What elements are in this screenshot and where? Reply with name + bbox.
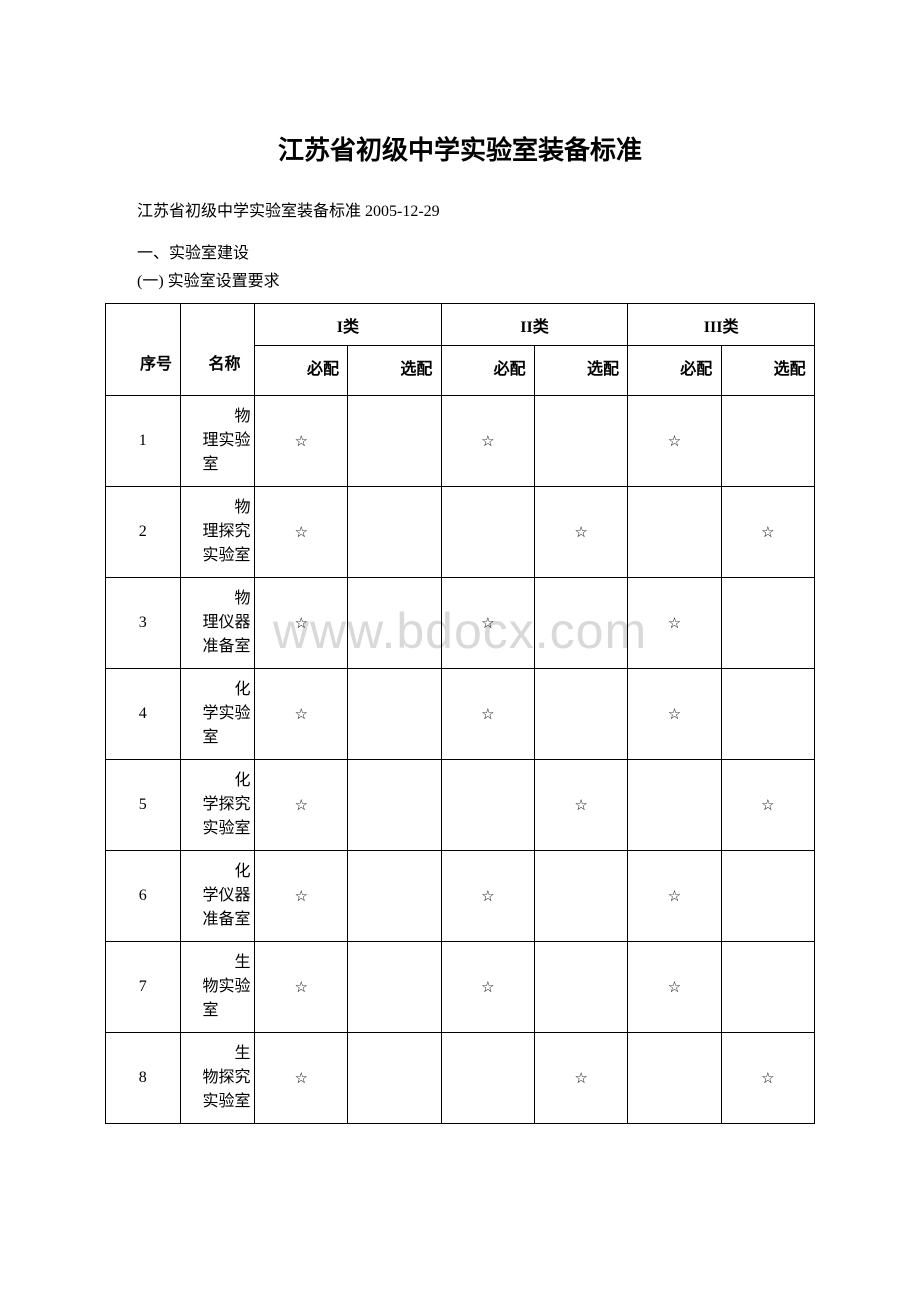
header-required: 必配 bbox=[255, 346, 348, 396]
header-seq: 序号 bbox=[106, 304, 181, 396]
cell-mark: ☆ bbox=[255, 669, 348, 760]
table-row: 1 物理实验室 ☆ ☆ ☆ bbox=[106, 396, 815, 487]
cell-name: 化学实验室 bbox=[180, 669, 255, 760]
cell-mark: ☆ bbox=[255, 396, 348, 487]
cell-mark bbox=[534, 578, 627, 669]
cell-mark bbox=[348, 396, 441, 487]
cell-seq: 8 bbox=[106, 1033, 181, 1124]
requirements-table: 序号 名称 I类 II类 III类 必配 选配 必配 选配 必配 选配 1 物理… bbox=[105, 303, 815, 1124]
cell-mark: ☆ bbox=[255, 942, 348, 1033]
header-category-3: III类 bbox=[628, 304, 815, 346]
cell-mark bbox=[534, 669, 627, 760]
cell-mark bbox=[721, 851, 814, 942]
cell-mark: ☆ bbox=[255, 1033, 348, 1124]
cell-seq: 3 bbox=[106, 578, 181, 669]
cell-mark: ☆ bbox=[628, 942, 721, 1033]
cell-name: 物理实验室 bbox=[180, 396, 255, 487]
cell-mark: ☆ bbox=[628, 578, 721, 669]
cell-mark bbox=[628, 487, 721, 578]
cell-name: 物理探究实验室 bbox=[180, 487, 255, 578]
cell-mark bbox=[348, 578, 441, 669]
cell-name: 生物探究实验室 bbox=[180, 1033, 255, 1124]
table-row: 7 生物实验室 ☆ ☆ ☆ bbox=[106, 942, 815, 1033]
section-heading-1: 一、实验室建设 bbox=[105, 239, 815, 263]
cell-name: 化学仪器准备室 bbox=[180, 851, 255, 942]
cell-seq: 1 bbox=[106, 396, 181, 487]
cell-mark: ☆ bbox=[255, 760, 348, 851]
cell-mark: ☆ bbox=[628, 669, 721, 760]
header-optional: 选配 bbox=[721, 346, 814, 396]
cell-mark: ☆ bbox=[628, 851, 721, 942]
table-row: 4 化学实验室 ☆ ☆ ☆ bbox=[106, 669, 815, 760]
section-heading-2: (一) 实验室设置要求 bbox=[105, 267, 815, 291]
cell-mark: ☆ bbox=[441, 578, 534, 669]
header-name: 名称 bbox=[180, 304, 255, 396]
cell-mark: ☆ bbox=[441, 669, 534, 760]
cell-seq: 2 bbox=[106, 487, 181, 578]
cell-mark: ☆ bbox=[255, 578, 348, 669]
cell-mark: ☆ bbox=[441, 851, 534, 942]
header-category-2: II类 bbox=[441, 304, 628, 346]
cell-mark: ☆ bbox=[721, 487, 814, 578]
table-header-row-1: 序号 名称 I类 II类 III类 bbox=[106, 304, 815, 346]
cell-mark: ☆ bbox=[255, 487, 348, 578]
cell-mark: ☆ bbox=[534, 760, 627, 851]
cell-mark: ☆ bbox=[534, 487, 627, 578]
cell-mark: ☆ bbox=[255, 851, 348, 942]
table-row: 5 化学探究实验室 ☆ ☆ ☆ bbox=[106, 760, 815, 851]
table-row: 3 物理仪器准备室 ☆ ☆ ☆ bbox=[106, 578, 815, 669]
cell-mark: ☆ bbox=[721, 760, 814, 851]
cell-seq: 7 bbox=[106, 942, 181, 1033]
header-optional: 选配 bbox=[534, 346, 627, 396]
cell-name: 物理仪器准备室 bbox=[180, 578, 255, 669]
cell-mark bbox=[441, 487, 534, 578]
cell-mark bbox=[721, 396, 814, 487]
cell-mark bbox=[441, 1033, 534, 1124]
cell-mark bbox=[441, 760, 534, 851]
cell-mark bbox=[534, 851, 627, 942]
header-required: 必配 bbox=[441, 346, 534, 396]
cell-seq: 6 bbox=[106, 851, 181, 942]
cell-mark: ☆ bbox=[441, 396, 534, 487]
cell-mark bbox=[721, 669, 814, 760]
cell-mark bbox=[348, 851, 441, 942]
header-optional: 选配 bbox=[348, 346, 441, 396]
cell-seq: 5 bbox=[106, 760, 181, 851]
cell-mark bbox=[348, 487, 441, 578]
cell-mark: ☆ bbox=[441, 942, 534, 1033]
table-row: 6 化学仪器准备室 ☆ ☆ ☆ bbox=[106, 851, 815, 942]
cell-name: 生物实验室 bbox=[180, 942, 255, 1033]
cell-mark bbox=[348, 1033, 441, 1124]
cell-mark bbox=[721, 578, 814, 669]
cell-mark: ☆ bbox=[721, 1033, 814, 1124]
table-row: 2 物理探究实验室 ☆ ☆ ☆ bbox=[106, 487, 815, 578]
cell-mark bbox=[721, 942, 814, 1033]
cell-mark bbox=[534, 396, 627, 487]
cell-mark bbox=[348, 942, 441, 1033]
table-row: 8 生物探究实验室 ☆ ☆ ☆ bbox=[106, 1033, 815, 1124]
document-title: 江苏省初级中学实验室装备标准 bbox=[105, 130, 815, 167]
cell-mark bbox=[628, 760, 721, 851]
cell-mark bbox=[348, 669, 441, 760]
header-required: 必配 bbox=[628, 346, 721, 396]
cell-mark bbox=[534, 942, 627, 1033]
cell-name: 化学探究实验室 bbox=[180, 760, 255, 851]
table-body: 1 物理实验室 ☆ ☆ ☆ 2 物理探究实验室 ☆ ☆ ☆ 3 bbox=[106, 396, 815, 1124]
cell-mark bbox=[628, 1033, 721, 1124]
cell-mark: ☆ bbox=[534, 1033, 627, 1124]
cell-mark bbox=[348, 760, 441, 851]
document-subtitle: 江苏省初级中学实验室装备标准 2005-12-29 bbox=[105, 197, 815, 221]
cell-seq: 4 bbox=[106, 669, 181, 760]
header-category-1: I类 bbox=[255, 304, 442, 346]
cell-mark: ☆ bbox=[628, 396, 721, 487]
